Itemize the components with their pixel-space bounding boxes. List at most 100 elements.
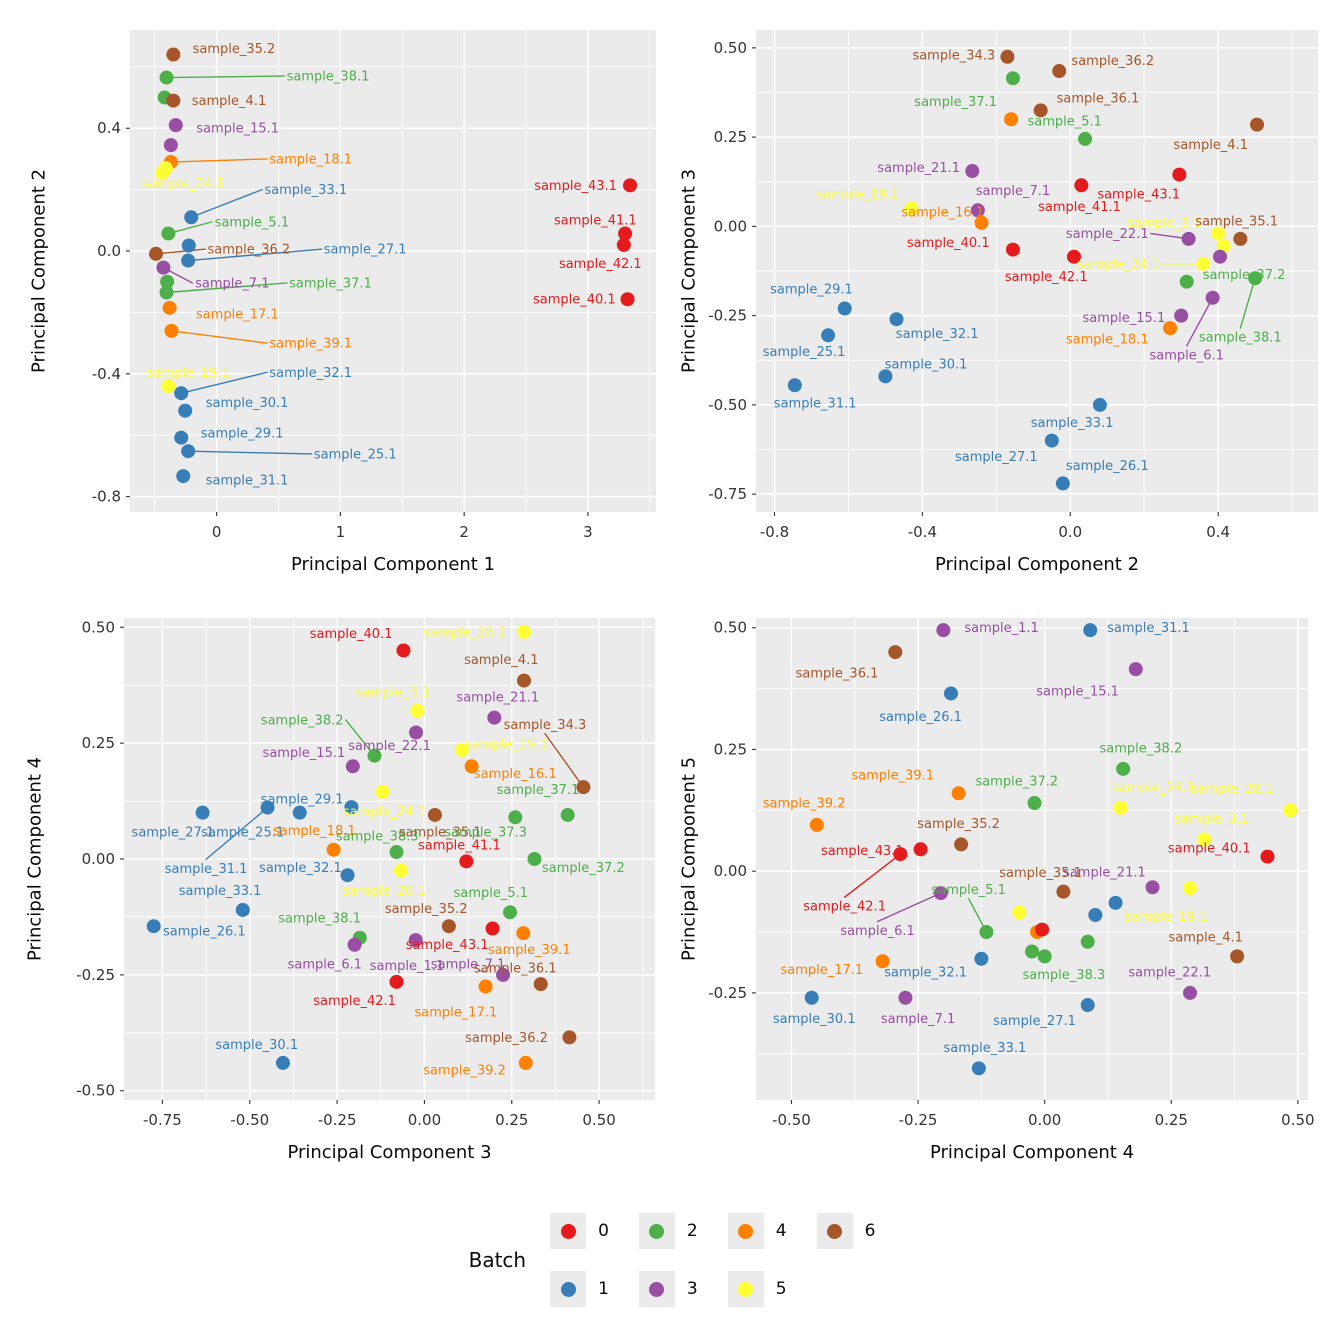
sample-label: sample_17.1 xyxy=(415,1005,498,1020)
data-point xyxy=(875,954,890,969)
data-point xyxy=(260,800,275,815)
y-tick-label: -0.8 xyxy=(92,488,121,506)
sample-label: sample_36.2 xyxy=(207,243,290,258)
data-point xyxy=(821,328,836,343)
data-point xyxy=(618,226,633,241)
sample-label: sample_22.1 xyxy=(348,739,431,754)
data-point xyxy=(485,921,500,936)
sample-label: sample_27.1 xyxy=(955,450,1038,465)
data-point xyxy=(367,748,382,763)
sample-label: sample_39.1 xyxy=(488,943,571,958)
sample-label: sample_36.1 xyxy=(796,667,879,682)
sample-label: sample_25.1 xyxy=(763,345,846,360)
sample-label: sample_28.1 xyxy=(1191,782,1274,797)
data-point xyxy=(943,686,958,701)
y-tick-label: -0.25 xyxy=(708,307,747,325)
sample-label: sample_40.1 xyxy=(1168,841,1251,856)
data-point xyxy=(156,260,171,275)
sample-label: sample_42.1 xyxy=(313,994,396,1009)
sample-label: sample_30.1 xyxy=(773,1012,856,1027)
data-point xyxy=(326,842,341,857)
data-point xyxy=(181,444,196,459)
data-point xyxy=(1248,271,1263,286)
data-point xyxy=(1088,907,1103,922)
legend-key xyxy=(727,1271,764,1307)
sample-label: sample_42.1 xyxy=(1005,270,1088,285)
data-point xyxy=(1249,117,1264,132)
data-point xyxy=(518,1055,533,1070)
sample-label: sample_43.1 xyxy=(406,938,489,953)
sample-label: sample_35.2 xyxy=(193,42,276,57)
sample-label: sample_43.1 xyxy=(1097,188,1180,203)
x-tick-label: 0.0 xyxy=(1058,523,1082,541)
x-tick-label: 0.25 xyxy=(495,1111,528,1129)
x-tick-label: 0.25 xyxy=(1155,1111,1188,1129)
sample-label: sample_24.1 xyxy=(1077,257,1160,272)
sample-label: sample_32.1 xyxy=(259,861,342,876)
sample-label: sample_16.1 xyxy=(901,206,984,221)
data-point xyxy=(160,274,175,289)
data-point xyxy=(1025,944,1039,959)
data-point xyxy=(158,161,173,176)
legend-label: 6 xyxy=(864,1221,876,1241)
y-tick-label: 0.00 xyxy=(714,862,747,880)
sample-label: sample_27.1 xyxy=(324,243,407,258)
data-point xyxy=(344,800,359,815)
data-point xyxy=(1179,274,1194,289)
data-point xyxy=(898,990,913,1005)
data-point xyxy=(427,807,442,822)
sample-label: sample_7.1 xyxy=(881,1012,955,1027)
legend-dot xyxy=(738,1281,754,1297)
y-tick-label: -0.25 xyxy=(76,966,115,984)
scatter-panel-pc2-pc3: -0.8 -0.4 0.0 0.4 -0.75 -0.50 -0.25 0.00 0.25 0.5… xyxy=(708,30,1318,541)
data-point xyxy=(1055,476,1070,491)
sample-label: sample_38.2 xyxy=(1100,741,1183,756)
data-point xyxy=(576,780,591,795)
sample-label: sample_38.3 xyxy=(336,829,419,844)
data-point xyxy=(837,301,852,316)
panel-background xyxy=(756,618,1308,1100)
legend-key xyxy=(638,1213,675,1249)
sample-label: sample_28.1 xyxy=(423,625,506,640)
y-tick-label: 0.00 xyxy=(82,850,115,868)
data-point xyxy=(496,967,511,982)
sample-label: sample_36.1 xyxy=(474,961,557,976)
data-point xyxy=(1005,242,1020,257)
sample-label: sample_38.1 xyxy=(287,70,370,85)
legend-title: Batch xyxy=(468,1248,527,1272)
sample-label: sample_29.1 xyxy=(770,282,853,297)
data-point xyxy=(533,977,548,992)
sample-label: sample_38.1 xyxy=(278,911,361,926)
data-point xyxy=(184,210,199,225)
data-point xyxy=(1012,905,1027,920)
data-point xyxy=(1033,103,1048,118)
x-tick-label: 0.00 xyxy=(1028,1111,1061,1129)
data-point xyxy=(970,203,985,218)
sample-label: sample_31.1 xyxy=(774,397,857,412)
sample-label: sample_5.1 xyxy=(931,883,1005,898)
data-point xyxy=(174,386,189,401)
data-point xyxy=(787,378,802,393)
data-point xyxy=(1080,934,1095,949)
data-point xyxy=(163,138,178,153)
y-tick-label: -0.50 xyxy=(708,396,747,414)
data-point xyxy=(345,759,360,774)
sample-label: sample_36.2 xyxy=(1071,54,1154,69)
x-tick-label: -0.4 xyxy=(908,523,937,541)
sample-label: sample_19.1 xyxy=(816,188,899,203)
legend-label: 1 xyxy=(598,1279,609,1299)
data-point xyxy=(394,863,409,878)
sample-label: sample_22.1 xyxy=(1128,965,1211,980)
data-point xyxy=(146,919,161,934)
panel-cell-pc2-pc3: -0.8 -0.4 0.0 0.4 -0.75 -0.50 -0.25 0.00 0.25 0.5… xyxy=(672,0,1344,588)
x-tick-label: 0.50 xyxy=(582,1111,615,1129)
sample-label: sample_5.1 xyxy=(1028,115,1102,130)
sample-label: sample_7.1 xyxy=(195,276,269,291)
y-axis-title-pc3: Principal Component 3 xyxy=(678,168,700,374)
legend-key xyxy=(550,1271,587,1307)
legend-key xyxy=(550,1213,587,1249)
sample-label: sample_35.2 xyxy=(917,817,1000,832)
panel-cell-pc1-pc2: 0 1 2 3 -0.8 -0.4 0.0 0.4 sample_35.2 sample_38.1… xyxy=(0,0,672,588)
data-point xyxy=(936,623,951,638)
sample-label: sample_19.1 xyxy=(147,366,230,381)
